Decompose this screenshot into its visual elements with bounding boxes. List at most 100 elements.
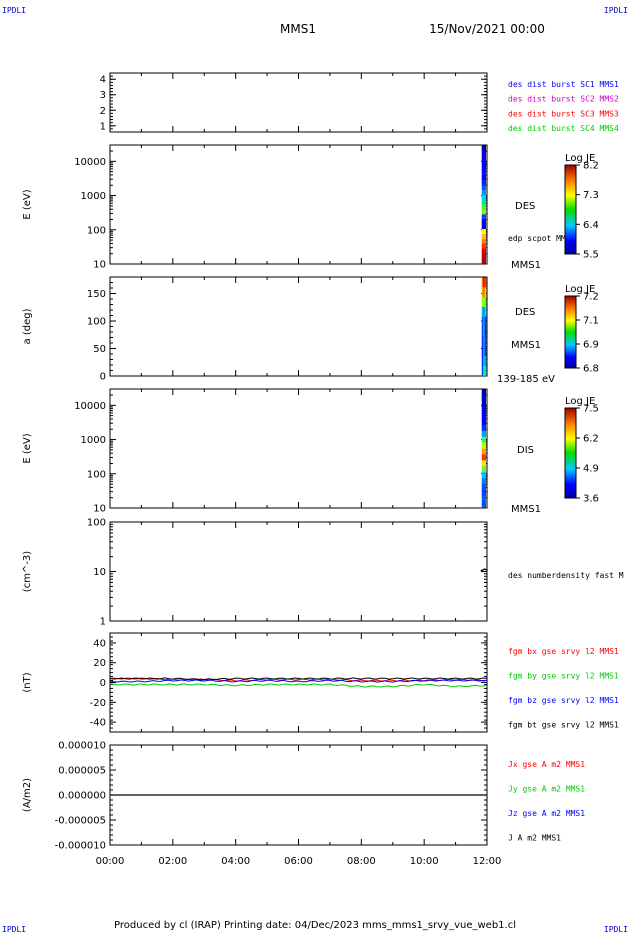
legend-entry: Jx gse A m2 MMS1 bbox=[508, 760, 585, 769]
spectrogram-cell bbox=[481, 336, 484, 347]
legend-entry: fgm bz gse srvy l2 MMS1 bbox=[508, 696, 619, 705]
spectrogram-cell bbox=[483, 277, 485, 288]
spectrogram-cell bbox=[483, 287, 485, 298]
spectrogram-cell bbox=[481, 150, 486, 156]
y-tick-label: 3 bbox=[100, 90, 106, 101]
spectrogram-cell bbox=[481, 189, 486, 196]
spectrogram-cell bbox=[481, 489, 486, 497]
colorbar-4: Log JE7.5 6.2 4.9 3.6 bbox=[564, 396, 599, 505]
spectrogram-cell bbox=[481, 365, 484, 376]
y-axis-label: (nT) bbox=[22, 672, 33, 692]
spectrogram-cell bbox=[484, 336, 487, 347]
y-tick-label: 0 bbox=[100, 678, 106, 689]
spectrogram-cell bbox=[481, 204, 486, 210]
panel-5: 100 10 1 (cm^-3) des numberdensity fast M bbox=[22, 518, 624, 628]
spectrogram-cell bbox=[481, 448, 486, 455]
legend-entry: des dist burst SC1 MMS1 bbox=[508, 80, 619, 89]
legend-entry: Jy gse A m2 MMS1 bbox=[508, 785, 585, 794]
x-tick-label: 10:00 bbox=[410, 856, 439, 867]
legend-entry: des dist burst SC2 MMS2 bbox=[508, 95, 619, 104]
spectrogram-cell bbox=[481, 413, 486, 420]
spectrogram-cell bbox=[481, 258, 486, 264]
y-tick-label: 100 bbox=[87, 225, 106, 236]
colorbar-gradient bbox=[564, 164, 577, 255]
y-tick-label: 1 bbox=[100, 121, 106, 132]
spectrogram-cell bbox=[481, 346, 484, 357]
spectrogram-cell bbox=[484, 365, 487, 376]
spectrogram-cell bbox=[481, 155, 486, 161]
spectrogram-cell bbox=[481, 460, 486, 467]
corner-label-top-left: IPDLI bbox=[2, 6, 26, 15]
panel-4: 10000 1000 100 10 E (eV) DIS MMS1 bbox=[22, 388, 541, 515]
legend-entry: Jz gse A m2 MMS1 bbox=[508, 809, 585, 818]
y-tick-label: 50 bbox=[93, 344, 106, 355]
y-tick-label: 100 bbox=[87, 518, 106, 529]
spectrogram-cell bbox=[481, 253, 486, 259]
right-label: 139-185 eV bbox=[497, 374, 555, 385]
y-tick-label: 0.000005 bbox=[58, 766, 106, 777]
right-label: DES bbox=[515, 307, 535, 318]
corner-label-bottom-left: IPDLI bbox=[2, 925, 26, 934]
colorbar-2: Log JE8.2 7.3 6.4 5.5 bbox=[564, 153, 599, 261]
colorbar-tick-label: 6.4 bbox=[583, 220, 599, 231]
spectrogram-cell bbox=[484, 306, 487, 318]
y-axis-label: (cm^-3) bbox=[22, 551, 33, 592]
datetime-title: 15/Nov/2021 00:00 bbox=[429, 22, 545, 36]
panel-frame bbox=[109, 72, 488, 133]
y-axis-label: a (deg) bbox=[22, 308, 33, 344]
spectrogram-cell bbox=[481, 430, 486, 438]
spectrogram-cell bbox=[481, 424, 486, 432]
series-label: des numberdensity fast M bbox=[508, 571, 624, 580]
legend-entry: fgm bx gse srvy l2 MMS1 bbox=[508, 647, 619, 656]
spectrogram-cell bbox=[481, 199, 486, 205]
panel-7: 0.000010 0.000005 0.000000 -0.000005 -0.0000… bbox=[22, 741, 585, 868]
spectrogram-cell bbox=[481, 316, 484, 327]
spectrogram-cell bbox=[481, 436, 486, 443]
spectrogram-cell bbox=[483, 365, 485, 376]
x-tick-label: 02:00 bbox=[158, 856, 187, 867]
spectrogram-cell bbox=[481, 170, 486, 176]
y-tick-label: 100 bbox=[87, 469, 106, 480]
right-label: MMS1 bbox=[511, 504, 541, 515]
colorbar-tick-label: 7.2 bbox=[583, 292, 599, 303]
spectrogram-cell bbox=[481, 160, 486, 166]
y-tick-label: 1 bbox=[100, 617, 106, 628]
spectrogram-cell bbox=[483, 336, 485, 347]
panel-frame bbox=[109, 521, 488, 622]
colorbar-gradient bbox=[564, 295, 577, 369]
y-tick-label: 100 bbox=[87, 317, 106, 328]
colorbar-tick-label: 4.9 bbox=[583, 464, 599, 475]
legend-entry: fgm by gse srvy l2 MMS1 bbox=[508, 672, 619, 681]
spectrogram-cell bbox=[481, 306, 484, 318]
spectrogram-cell bbox=[484, 326, 487, 337]
spectrogram-cell bbox=[481, 355, 484, 367]
x-tick-label: 04:00 bbox=[221, 856, 250, 867]
chart-panels: 4 3 2 1 des dist burst SC1 MMS1 des dist burs… bbox=[22, 72, 624, 868]
spectrogram-cell bbox=[481, 214, 486, 220]
colorbar-tick-label: 3.6 bbox=[583, 494, 599, 505]
spectrogram-cell bbox=[484, 277, 487, 288]
spectrogram-cell bbox=[481, 501, 486, 508]
spectrogram-cell bbox=[481, 419, 486, 426]
spectrogram-cell bbox=[483, 306, 485, 318]
corner-label-bottom-right: IPDLI bbox=[604, 925, 628, 934]
spectrogram-cell bbox=[481, 219, 486, 225]
y-tick-label: 10 bbox=[93, 567, 106, 578]
spectrogram-cell bbox=[481, 238, 486, 245]
colorbar-title: Log JE bbox=[565, 153, 595, 164]
spectrogram-cell bbox=[481, 287, 484, 298]
colorbar-title: Log JE bbox=[565, 396, 595, 407]
spectrogram-cell bbox=[481, 209, 486, 215]
right-label: DES bbox=[515, 201, 535, 212]
right-label: edp scpot MMS1 bbox=[508, 234, 576, 243]
x-tick-label: 00:00 bbox=[96, 856, 125, 867]
spectrogram-cell bbox=[484, 316, 487, 327]
legend-entry: des dist burst SC3 MMS3 bbox=[508, 109, 619, 118]
spectrogram-cell bbox=[481, 495, 486, 502]
spectrogram-cell bbox=[481, 229, 486, 235]
spectrogram-cell bbox=[484, 355, 487, 367]
y-axis-label: E (eV) bbox=[22, 433, 33, 463]
right-label: DIS bbox=[517, 445, 534, 456]
spectrogram-cell bbox=[481, 395, 486, 402]
spectrogram-cell bbox=[481, 224, 486, 230]
